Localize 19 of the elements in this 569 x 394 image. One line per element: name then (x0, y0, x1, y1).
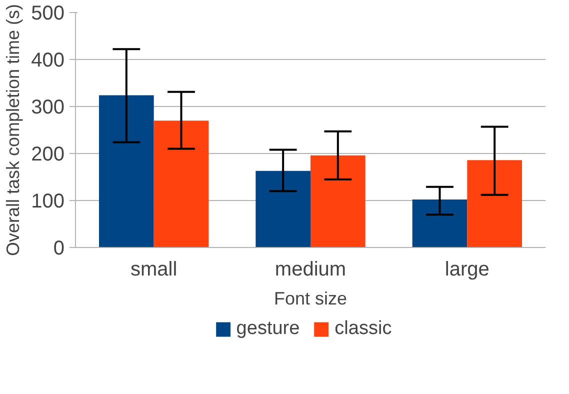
y-tick-label: 300 (31, 96, 65, 118)
y-tick-label: 0 (53, 238, 64, 260)
bar (467, 160, 522, 248)
y-tick-label: 500 (31, 2, 65, 24)
x-axis-title: Font size (274, 288, 348, 308)
bar (154, 120, 209, 248)
bar (256, 170, 310, 248)
y-tick-label: 100 (31, 190, 65, 212)
y-axis-title: Overall task completion time (s) (3, 4, 24, 256)
x-tick-label: medium (274, 258, 346, 280)
x-tick-label: large (444, 258, 490, 280)
bar (412, 200, 468, 248)
y-tick-label: 200 (31, 144, 65, 166)
bar (99, 95, 154, 248)
y-tick-label: 400 (31, 50, 65, 72)
legend-label: classic (334, 318, 392, 340)
legend-label: gesture (236, 318, 300, 340)
x-tick-label: small (130, 258, 178, 280)
bar (310, 155, 366, 248)
